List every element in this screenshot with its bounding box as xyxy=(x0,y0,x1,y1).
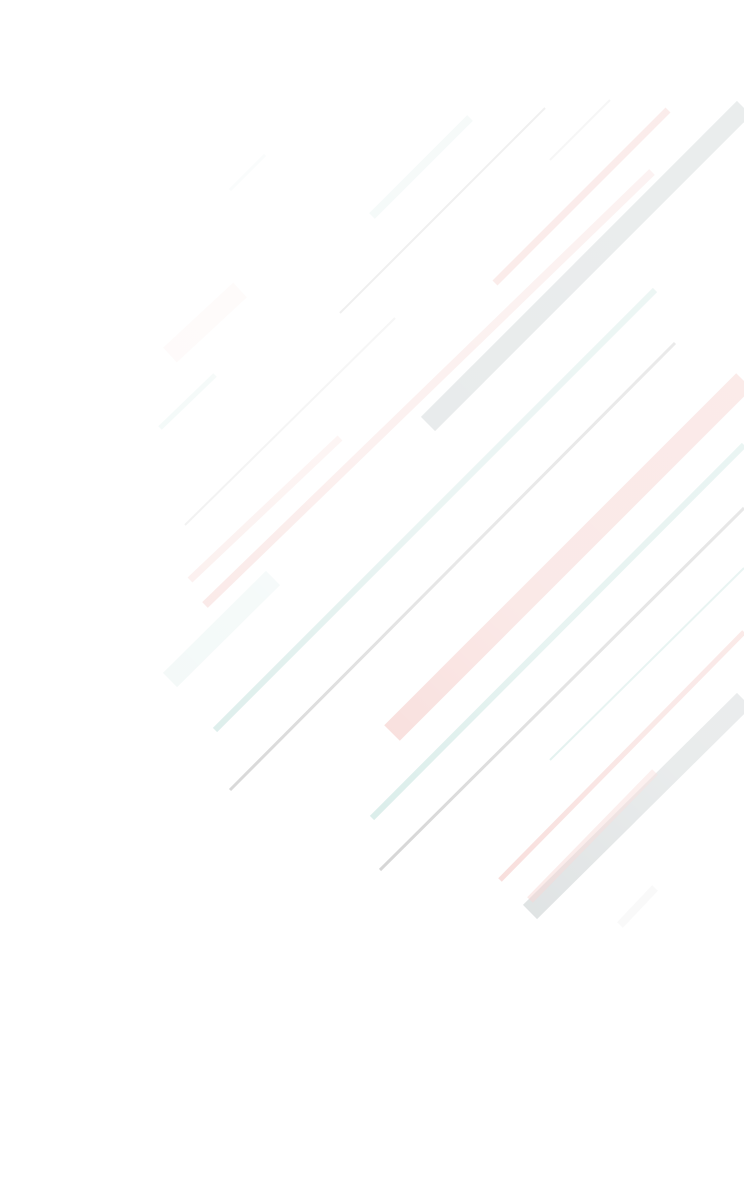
fade-overlay xyxy=(0,0,744,1200)
diagonal-stripes-background xyxy=(0,0,744,1200)
